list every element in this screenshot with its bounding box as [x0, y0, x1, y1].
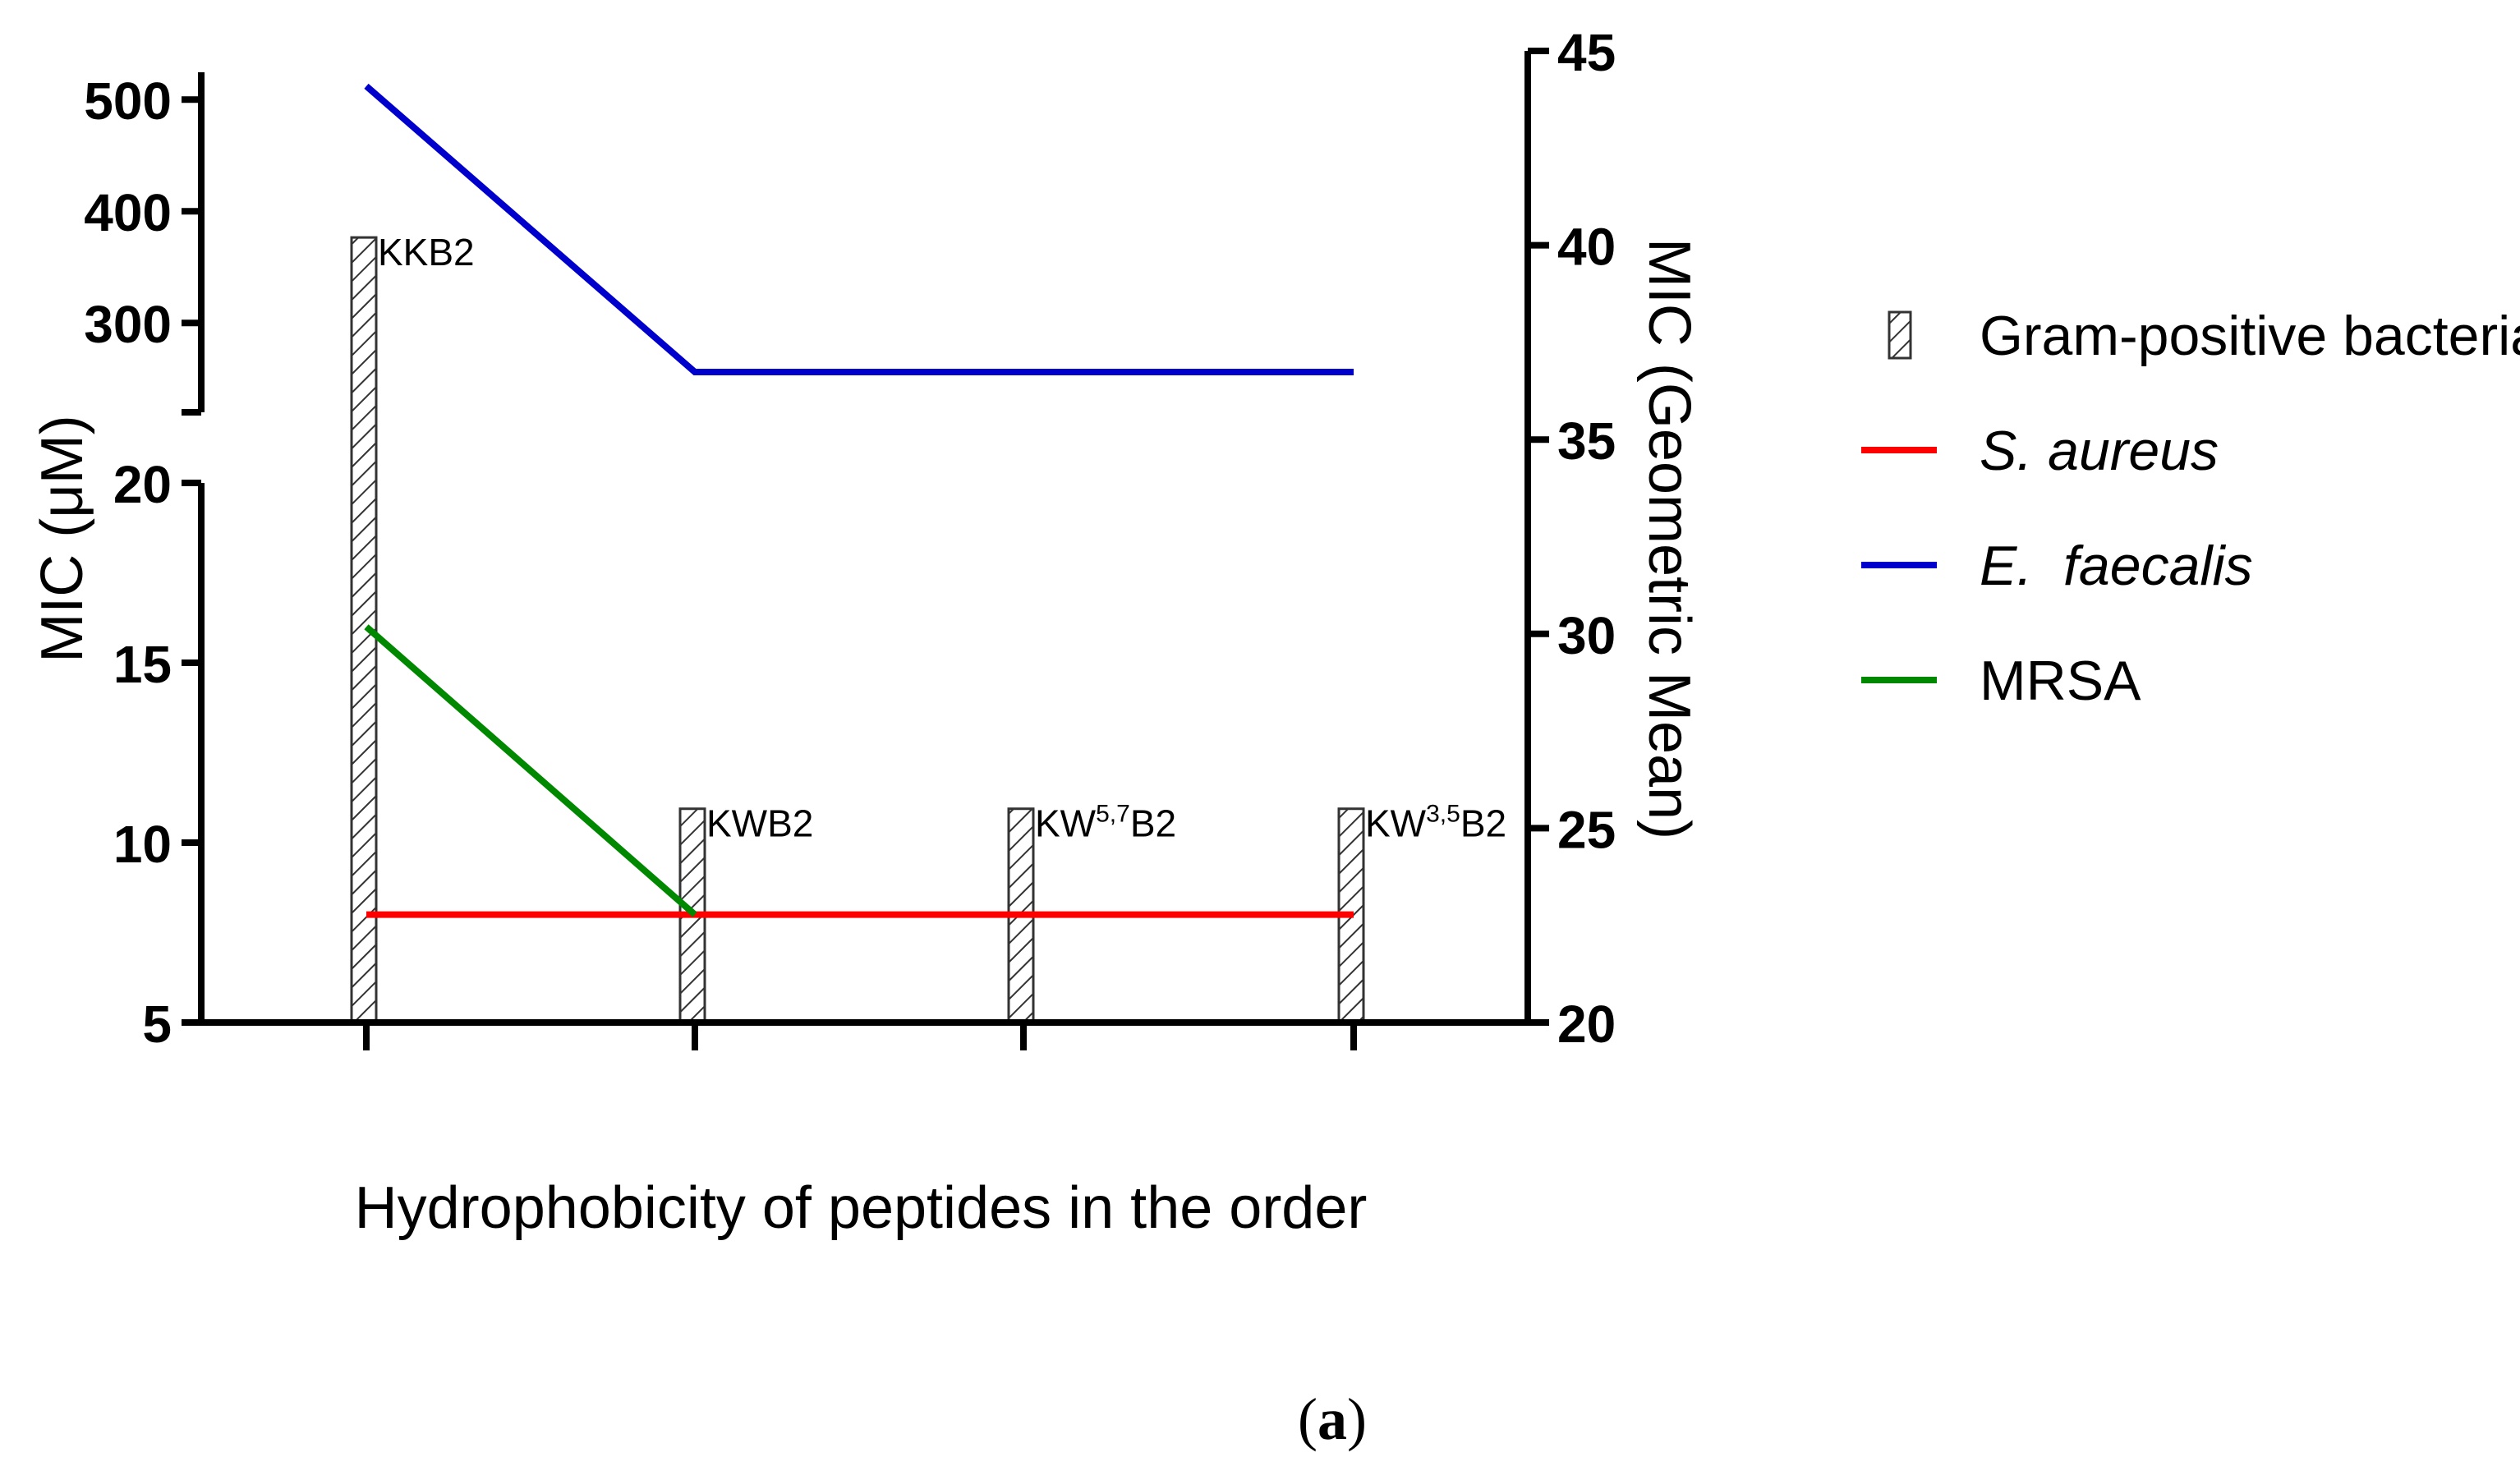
bar-label-sup: 3,5: [1426, 801, 1460, 828]
bar-label-sup: 5,7: [1096, 801, 1130, 828]
y-right-tick-label: 25: [1557, 800, 1616, 859]
series-line: [364, 83, 1354, 376]
y-left-tick-label: 300: [84, 295, 172, 354]
caption-letter: a: [1317, 1386, 1347, 1452]
lines-layer: [364, 83, 1354, 918]
legend-label: E. faecalis: [1980, 535, 2253, 597]
figure-caption: (a): [1298, 1386, 1367, 1452]
bar-label: KW5,7B2: [1035, 801, 1176, 845]
y-left-tick-label: 500: [84, 71, 172, 131]
y-axis-right-label: MIC (Geometric Mean): [1636, 238, 1702, 839]
bar-label: KKB2: [378, 231, 475, 273]
y-left-tick-label: 400: [84, 183, 172, 242]
legend-label: S. aureus: [1980, 420, 2219, 482]
axes-layer: 300 400 500 5 10 15 20 20 25 30 35 40 45: [84, 23, 1616, 1054]
y-right-tick-label: 30: [1557, 606, 1616, 665]
bar-label: KW3,5B2: [1365, 801, 1506, 845]
legend: Gram-positive bacteria S. aureus E. faecal…: [1861, 305, 2520, 712]
x-ticks: [363, 1023, 1357, 1050]
y-left-tick-label: 5: [142, 995, 172, 1054]
bar-label-base: KKB2: [378, 231, 475, 273]
legend-swatch-bars: [1888, 310, 1912, 360]
y-left-tick-label: 10: [113, 815, 172, 874]
y-left-tick-label: 15: [113, 635, 172, 694]
x-axis-label: Hydrophobicity of peptides in the order: [355, 1175, 1368, 1241]
legend-label: Gram-positive bacteria: [1980, 305, 2520, 367]
caption-open: (: [1298, 1386, 1317, 1452]
caption-close: ): [1347, 1386, 1367, 1452]
legend-label: MRSA: [1980, 650, 2141, 712]
y-right-tick-label: 20: [1557, 995, 1616, 1054]
bar-label-base: KW: [1365, 802, 1427, 845]
bar-label: KWB2: [706, 802, 813, 845]
bar-label-base: KW: [1035, 802, 1097, 845]
bar-label-base: KWB2: [706, 802, 813, 845]
y-left-tick-label: 20: [113, 455, 172, 514]
left-ticks: 300 400 500 5 10 15 20: [84, 71, 201, 1054]
y-right-tick-label: 35: [1557, 411, 1616, 471]
series-line: [364, 624, 697, 917]
right-ticks: 20 25 30 35 40 45: [1528, 23, 1616, 1054]
bar-label-suffix: B2: [1460, 802, 1506, 845]
y-right-tick-label: 45: [1557, 23, 1616, 82]
bar-label-suffix: B2: [1130, 802, 1176, 845]
y-right-tick-label: 40: [1557, 218, 1616, 277]
y-axis-left-label: MIC (μM): [30, 415, 95, 662]
